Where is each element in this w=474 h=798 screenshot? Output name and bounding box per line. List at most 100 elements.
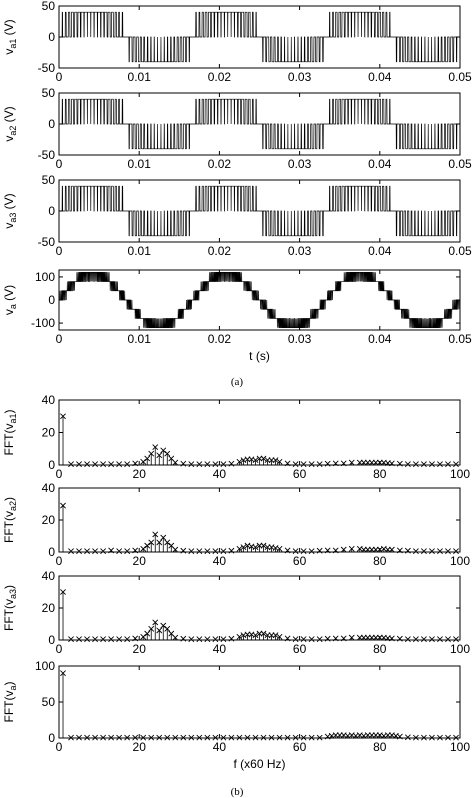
harmonic-marker bbox=[236, 545, 243, 552]
y-tick-label: 0 bbox=[48, 204, 55, 218]
x-tick-label: 0 bbox=[56, 332, 63, 346]
harmonic-marker bbox=[68, 636, 74, 643]
x-tick-label: 0.01 bbox=[128, 244, 152, 258]
x-tick-label: 80 bbox=[373, 467, 387, 481]
harmonic-marker bbox=[152, 619, 159, 626]
x-tick-label: 0 bbox=[56, 157, 63, 171]
harmonic-marker bbox=[180, 635, 187, 642]
harmonic-marker bbox=[300, 548, 307, 555]
harmonic-marker bbox=[116, 636, 123, 643]
harmonic-marker bbox=[172, 546, 179, 553]
harmonic-marker bbox=[188, 734, 195, 741]
x-tick-label: 100 bbox=[450, 740, 470, 754]
waveform-series bbox=[59, 185, 460, 237]
x-tick-label: 0.01 bbox=[128, 70, 152, 84]
harmonic-marker bbox=[220, 734, 227, 741]
caption-a: (a) bbox=[231, 376, 244, 388]
waveform-series bbox=[59, 11, 460, 63]
harmonic-marker bbox=[204, 548, 211, 555]
y-tick-label: 0 bbox=[48, 458, 55, 472]
x-tick-label: 0 bbox=[56, 70, 63, 84]
harmonic-marker bbox=[152, 444, 159, 451]
x-tick-label: 80 bbox=[373, 642, 387, 656]
harmonic-marker bbox=[124, 461, 131, 468]
harmonic-marker bbox=[204, 636, 211, 643]
harmonic-marker bbox=[108, 734, 115, 741]
harmonic-marker bbox=[60, 670, 66, 677]
x-tick-label: 0 bbox=[56, 467, 63, 481]
x-tick-label: 40 bbox=[213, 740, 227, 754]
x-tick-label: 0.05 bbox=[448, 70, 472, 84]
chart-panel-5: 0 20 40 60 80 100 40 20 0 FFT(va1) bbox=[2, 393, 470, 481]
x-tick-label: 0.01 bbox=[128, 157, 152, 171]
harmonic-marker bbox=[180, 547, 187, 554]
harmonic-marker bbox=[300, 734, 307, 741]
harmonic-marker bbox=[272, 632, 279, 639]
harmonic-marker bbox=[100, 636, 107, 643]
y-tick-label: -50 bbox=[38, 235, 56, 249]
harmonic-marker bbox=[196, 636, 203, 643]
harmonic-marker bbox=[228, 635, 235, 642]
harmonic-marker bbox=[140, 545, 147, 552]
harmonic-marker bbox=[404, 461, 411, 468]
y-tick-label: 50 bbox=[42, 173, 56, 187]
harmonic-marker bbox=[396, 547, 403, 554]
harmonic-marker bbox=[308, 461, 315, 468]
x-tick-label: 80 bbox=[373, 740, 387, 754]
harmonic-marker bbox=[172, 634, 179, 641]
x-tick-label: 80 bbox=[373, 554, 387, 568]
harmonic-marker bbox=[437, 548, 443, 555]
y-tick-label: 20 bbox=[42, 601, 56, 615]
x-tick-label: 0 bbox=[56, 740, 63, 754]
x-tick-label: 40 bbox=[213, 467, 227, 481]
x-tick-label: 0.03 bbox=[288, 157, 312, 171]
harmonic-marker bbox=[228, 460, 235, 467]
y-tick-label: 0 bbox=[48, 545, 55, 559]
harmonic-marker bbox=[268, 734, 275, 741]
harmonic-marker bbox=[148, 734, 155, 741]
x-tick-label: 100 bbox=[450, 642, 470, 656]
x-tick-label: 0.04 bbox=[368, 157, 392, 171]
y-axis-label: FFT(va) bbox=[2, 681, 18, 722]
harmonic-marker bbox=[284, 460, 291, 467]
harmonic-marker bbox=[144, 455, 151, 462]
harmonic-marker bbox=[276, 734, 283, 741]
y-axis-label: va1 (V) bbox=[2, 19, 18, 54]
x-tick-label: 0.03 bbox=[288, 70, 312, 84]
harmonic-marker bbox=[156, 539, 163, 546]
harmonic-marker bbox=[212, 461, 219, 468]
harmonic-marker bbox=[292, 548, 299, 555]
harmonic-marker bbox=[324, 547, 331, 554]
harmonic-marker bbox=[60, 413, 66, 420]
harmonic-marker bbox=[332, 460, 339, 467]
harmonic-marker bbox=[429, 548, 435, 555]
harmonic-marker bbox=[68, 548, 74, 555]
harmonic-marker bbox=[196, 461, 203, 468]
y-tick-label: 0 bbox=[48, 633, 55, 647]
harmonic-marker bbox=[76, 548, 82, 555]
x-tick-label: 100 bbox=[450, 467, 470, 481]
y-tick-label: 40 bbox=[42, 481, 56, 495]
plot-frame bbox=[58, 399, 461, 466]
harmonic-marker bbox=[220, 461, 227, 468]
x-tick-label: 20 bbox=[133, 467, 147, 481]
y-axis-label: va3 (V) bbox=[2, 193, 18, 228]
harmonic-marker bbox=[252, 457, 259, 464]
harmonic-marker bbox=[228, 547, 235, 554]
harmonic-marker bbox=[437, 636, 443, 643]
harmonic-marker bbox=[196, 548, 203, 555]
harmonic-marker bbox=[160, 622, 167, 629]
harmonic-marker bbox=[148, 450, 155, 457]
harmonic-marker bbox=[172, 459, 179, 466]
y-tick-label: 0 bbox=[48, 117, 55, 131]
chart-panel-7: 0 20 40 60 80 100 40 20 0 FFT(va3) bbox=[2, 569, 470, 656]
harmonic-marker bbox=[172, 734, 179, 741]
harmonic-marker bbox=[272, 457, 279, 464]
y-tick-label: 40 bbox=[42, 569, 56, 583]
harmonic-marker bbox=[453, 461, 459, 468]
harmonic-marker bbox=[420, 734, 427, 741]
x-tick-label: 0.02 bbox=[208, 70, 232, 84]
harmonic-marker bbox=[92, 548, 99, 555]
